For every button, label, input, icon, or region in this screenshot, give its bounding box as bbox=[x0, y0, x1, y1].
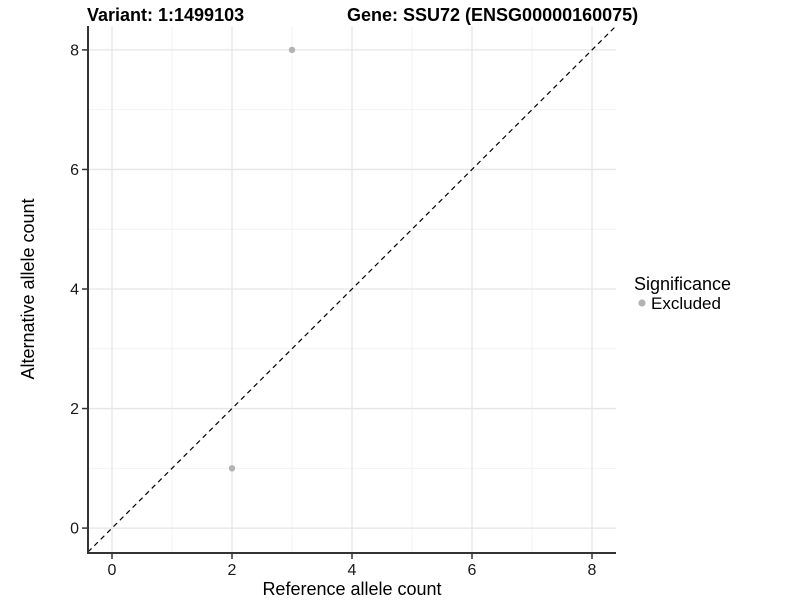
y-tick-label: 0 bbox=[70, 521, 79, 538]
identity-line-group bbox=[87, 25, 617, 553]
axes-group: 0 2 4 6 8 0 2 4 6 8 bbox=[70, 26, 616, 579]
legend-title: Significance bbox=[634, 274, 731, 294]
legend-item-label: Excluded bbox=[651, 294, 721, 313]
data-points-group bbox=[228, 46, 296, 472]
data-point bbox=[228, 465, 236, 472]
data-point bbox=[288, 46, 296, 54]
x-tick-label: 4 bbox=[348, 562, 357, 579]
y-tick-label: 2 bbox=[70, 401, 79, 418]
legend-key-dot-icon bbox=[638, 299, 646, 307]
y-tick-label: 6 bbox=[70, 162, 79, 179]
plot-title-gene: Gene: SSU72 (ENSG00000160075) bbox=[347, 5, 638, 25]
legend: Significance Excluded bbox=[634, 274, 731, 313]
y-tick-label: 4 bbox=[70, 282, 79, 299]
y-axis-title: Alternative allele count bbox=[18, 198, 38, 379]
identity-dashed-line bbox=[87, 25, 617, 553]
x-axis-title: Reference allele count bbox=[262, 579, 441, 599]
x-tick-label: 6 bbox=[468, 562, 477, 579]
x-tick-label: 8 bbox=[588, 562, 597, 579]
plot-title-variant: Variant: 1:1499103 bbox=[87, 5, 244, 25]
x-tick-label: 2 bbox=[228, 562, 237, 579]
x-tick-label: 0 bbox=[108, 562, 117, 579]
y-tick-label: 8 bbox=[70, 42, 79, 59]
